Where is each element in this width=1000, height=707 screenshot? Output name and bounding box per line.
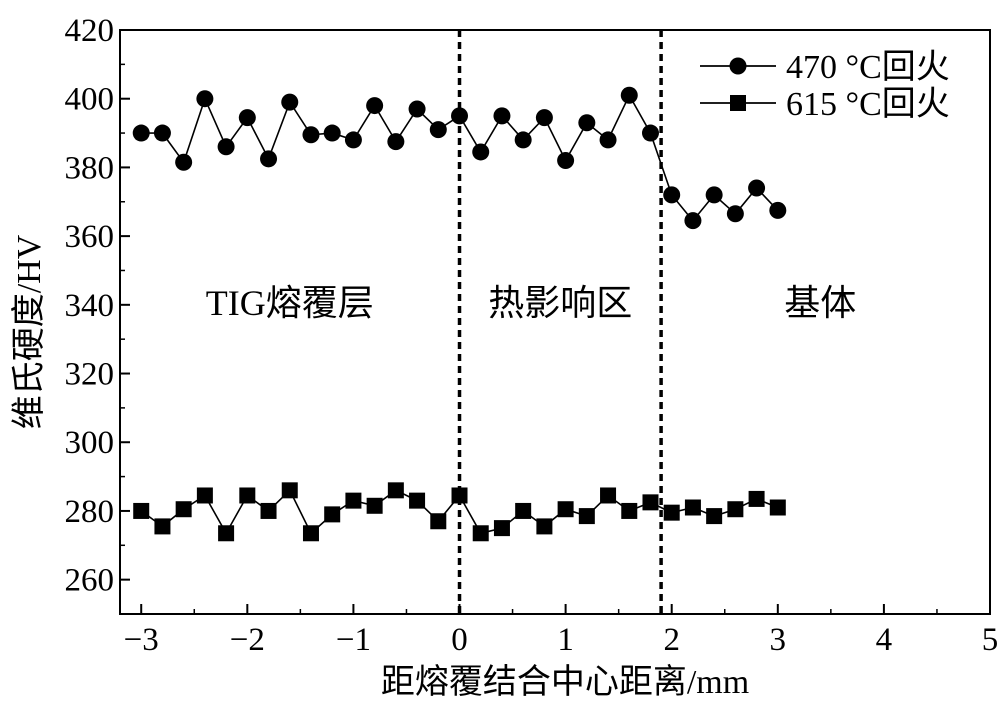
x-tick-label: 0 [451, 622, 468, 658]
data-point [726, 205, 744, 223]
data-point [429, 121, 447, 139]
data-point [366, 97, 384, 115]
data-point [302, 126, 320, 144]
data-point [729, 57, 747, 75]
data-point [132, 124, 150, 142]
y-tick-label: 420 [65, 13, 115, 49]
y-tick-label: 340 [65, 288, 115, 324]
data-point [281, 93, 299, 111]
data-point [727, 501, 744, 518]
x-tick-label: 2 [663, 622, 680, 658]
data-point [557, 152, 575, 170]
data-point [684, 499, 701, 516]
data-point [323, 124, 341, 142]
data-point [366, 497, 383, 514]
y-tick-label: 400 [65, 82, 115, 118]
data-point [281, 482, 298, 499]
data-point [515, 502, 532, 519]
y-tick-label: 280 [65, 494, 115, 530]
x-tick-label: −3 [124, 622, 159, 658]
y-tick-label: 300 [65, 425, 115, 461]
region-boundaries [457, 30, 663, 614]
data-point [345, 492, 362, 509]
data-point [387, 133, 405, 151]
data-point [557, 501, 574, 518]
x-tick-label: 3 [770, 622, 787, 658]
data-point [642, 494, 659, 511]
x-tick-label: −1 [336, 622, 371, 658]
data-point [133, 502, 150, 519]
data-point [217, 138, 235, 156]
series-group [132, 86, 787, 230]
data-point [620, 86, 638, 104]
region-labels: TIG熔覆层 热影响区 基体 [206, 283, 856, 323]
x-tick-label: 4 [876, 622, 893, 658]
data-point [730, 95, 746, 111]
data-point [493, 107, 511, 125]
data-point [302, 525, 319, 542]
data-point [600, 487, 617, 504]
data-point [578, 114, 596, 132]
data-point [472, 525, 489, 542]
data-point [218, 525, 235, 542]
plot-frame [119, 29, 991, 615]
data-point [344, 131, 362, 149]
data-point [196, 90, 214, 108]
data-point [175, 501, 192, 518]
data-point [705, 186, 723, 204]
data-point [238, 109, 256, 127]
data-point [493, 520, 510, 537]
x-tick-label: −2 [230, 622, 265, 658]
data-point [578, 508, 595, 525]
data-point [663, 186, 681, 204]
data-point [663, 504, 680, 521]
data-point [769, 201, 787, 219]
data-point [175, 153, 193, 171]
data-point [472, 143, 490, 161]
data-point [409, 492, 426, 509]
legend-label: 615 °C回火 [786, 86, 950, 123]
x-tick-label: 1 [557, 622, 574, 658]
y-tick-label: 320 [65, 357, 115, 393]
region-label: TIG熔覆层 [206, 283, 374, 323]
data-point [641, 124, 659, 142]
data-point [769, 499, 786, 516]
data-point [260, 150, 278, 168]
series-group [133, 482, 786, 542]
data-point [153, 124, 171, 142]
y-tick-label: 360 [65, 219, 115, 255]
y-axis-ticks: 260 280 300 320 340 360 380 400 420 [65, 13, 130, 615]
data-point [536, 518, 553, 535]
data-point [430, 513, 447, 530]
data-point [324, 506, 341, 523]
y-tick-label: 380 [65, 150, 115, 186]
data-point [535, 109, 553, 127]
data-point [748, 179, 766, 197]
data-point [451, 487, 468, 504]
data-point [260, 502, 277, 519]
data-point [154, 518, 171, 535]
y-tick-label: 260 [65, 563, 115, 599]
x-tick-label: 5 [982, 622, 999, 658]
data-point [239, 487, 256, 504]
data-point [748, 490, 765, 507]
data-point [408, 100, 426, 118]
data-series [132, 86, 787, 542]
data-point [514, 131, 532, 149]
data-point [684, 212, 702, 230]
x-axis-ticks: −3 −2 −1 0 1 2 3 4 5 [124, 604, 999, 658]
data-point [196, 487, 213, 504]
data-point [451, 107, 469, 125]
x-axis-label: 距熔覆结合中心距离/mm [381, 663, 749, 701]
legend-label: 470 °C回火 [786, 49, 950, 86]
y-axis-label: 维氏硬度/HV [10, 234, 48, 429]
region-label: 热影响区 [488, 283, 632, 323]
data-point [706, 508, 723, 525]
data-point [387, 482, 404, 499]
data-point [599, 131, 617, 149]
data-point [621, 502, 638, 519]
region-label: 基体 [784, 283, 856, 323]
